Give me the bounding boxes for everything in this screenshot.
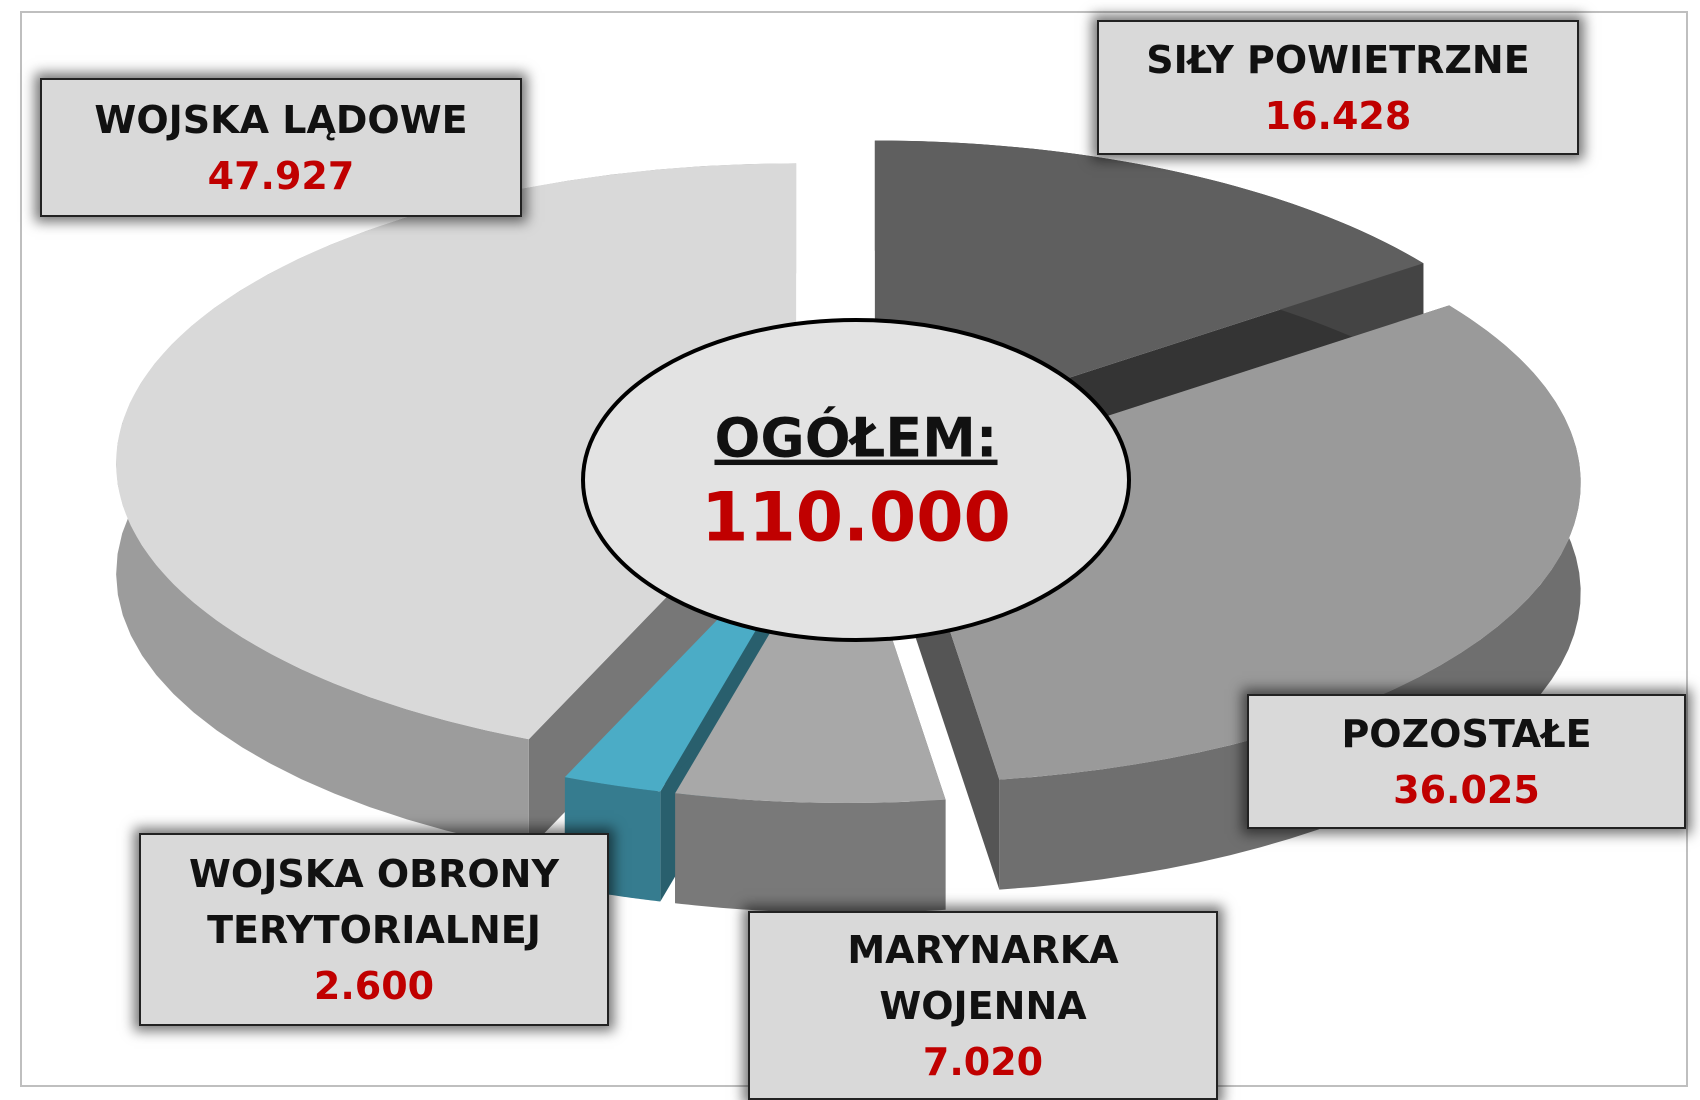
slice [116,163,797,740]
value-label: 16.428 [1264,93,1412,138]
label-box: WOJSKA OBRONY TERYTORIALNEJ 2.600 [139,833,609,1026]
label-box: WOJSKA LĄDOWE 47.927 [40,78,522,217]
label-box: MARYNARKA WOJENNA 7.020 [748,911,1218,1100]
value-label: 2.600 [313,963,435,1008]
slice [900,305,1581,780]
label-box: SIŁY POWIETRZNE 16.428 [1097,20,1579,155]
chart-title: OGÓŁEM: [714,407,997,470]
category-label: POZOSTAŁE [1341,711,1592,756]
category-label: SIŁY POWIETRZNE [1146,37,1530,82]
value-label: 36.025 [1393,767,1540,812]
category-label: MARYNARKA WOJENNA [847,927,1119,1028]
label-box: POZOSTAŁE 36.025 [1247,694,1686,829]
value-label: 7.020 [922,1039,1044,1084]
category-label: WOJSKA OBRONY TERYTORIALNEJ [189,851,559,952]
total-label: 110.000 [701,479,1011,558]
slice [675,502,946,803]
total-ellipse [581,318,1131,642]
category-label: WOJSKA LĄDOWE [94,97,468,142]
slice-side [675,793,946,913]
value-label: 47.927 [207,153,355,198]
